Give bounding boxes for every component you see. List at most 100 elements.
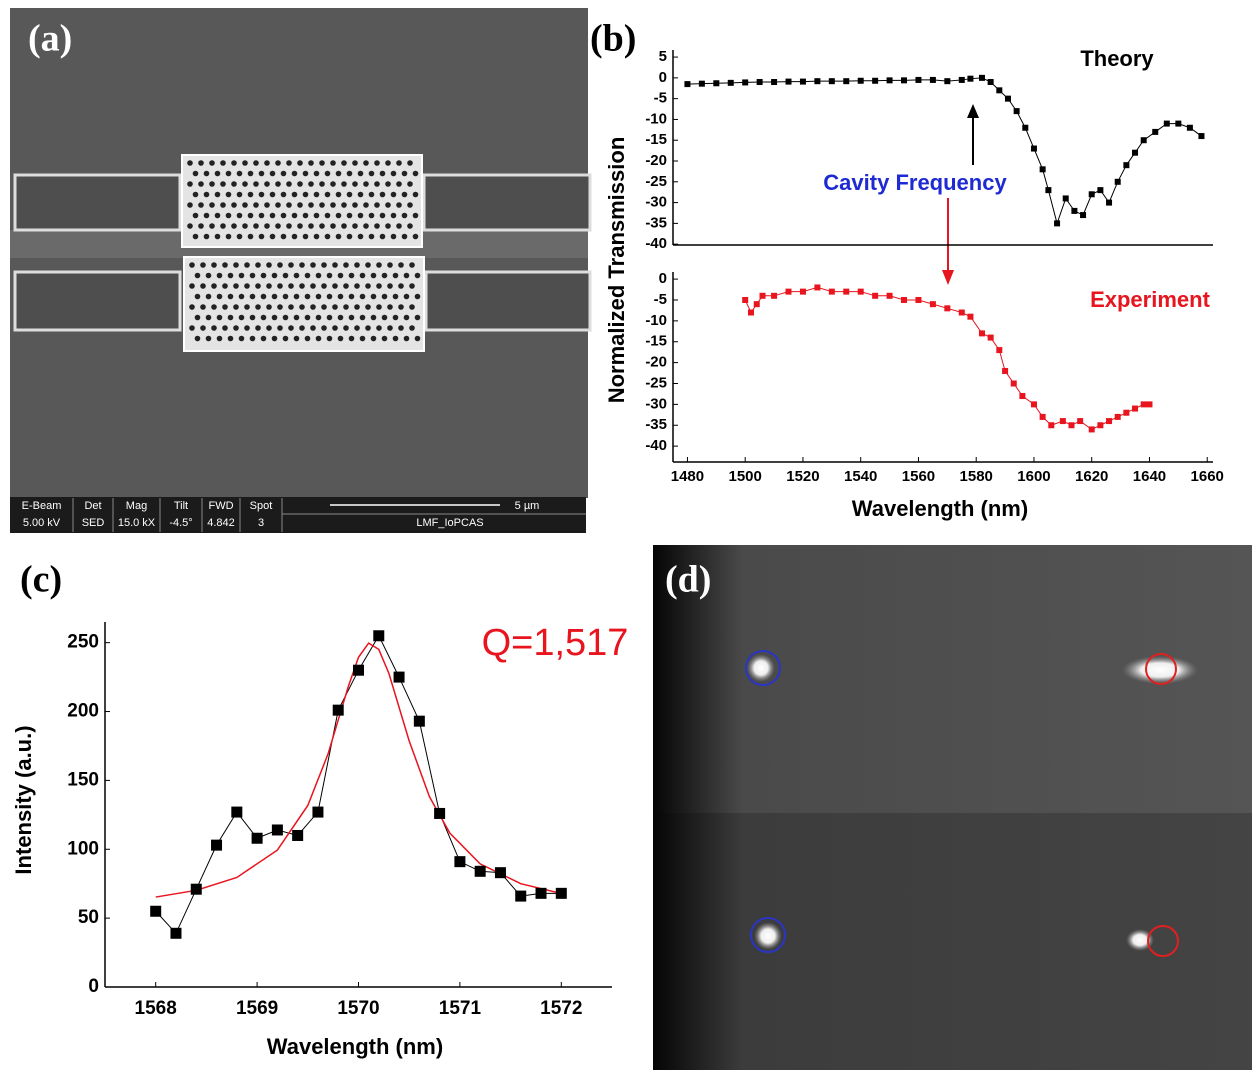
hole — [225, 170, 232, 177]
hole — [286, 202, 292, 208]
hole — [332, 304, 338, 310]
hole — [363, 160, 369, 166]
hole — [242, 202, 248, 208]
hole — [260, 335, 267, 342]
y-tick-label: -10 — [645, 110, 667, 127]
data-point — [271, 824, 283, 836]
y-tick-label: -40 — [645, 437, 667, 454]
info-value: 15.0 kX — [118, 517, 156, 529]
hole — [200, 262, 206, 268]
waveguide — [13, 270, 182, 332]
hole — [365, 304, 371, 310]
hole — [220, 160, 226, 166]
light-spot — [1122, 656, 1198, 684]
data-point — [753, 301, 760, 308]
hole — [381, 272, 388, 279]
hole — [341, 223, 347, 229]
hole — [308, 160, 314, 166]
y-tick-label: -10 — [645, 312, 667, 329]
data-point — [857, 77, 864, 84]
hole — [341, 181, 347, 187]
facility: LMF_IoPCAS — [416, 517, 483, 529]
hole — [396, 160, 402, 166]
hole — [222, 304, 228, 310]
hole — [282, 335, 289, 342]
hole — [368, 191, 375, 198]
hole — [368, 233, 375, 240]
data-point — [190, 883, 202, 895]
x-tick-label: 1640 — [1133, 468, 1166, 485]
hole — [271, 272, 278, 279]
hole — [291, 212, 298, 219]
hole — [321, 262, 327, 268]
hole — [412, 233, 419, 240]
data-point — [785, 78, 792, 85]
data-point — [1019, 393, 1026, 400]
hole — [233, 262, 239, 268]
hole — [337, 335, 344, 342]
data-point — [684, 81, 691, 88]
data-point — [978, 74, 985, 81]
hole — [357, 191, 364, 198]
hole — [211, 262, 217, 268]
data-point — [944, 78, 951, 85]
hole — [266, 325, 272, 331]
hole — [187, 160, 193, 166]
hole — [330, 181, 336, 187]
hole — [216, 293, 223, 300]
x-tick-label: 1620 — [1075, 468, 1108, 485]
data-point — [1062, 195, 1069, 202]
panel-label: (a) — [28, 18, 72, 60]
hole — [343, 262, 349, 268]
hole — [192, 191, 199, 198]
data-point — [434, 807, 446, 819]
hole — [315, 293, 322, 300]
hole — [277, 325, 283, 331]
data-point — [1030, 401, 1037, 408]
hole — [258, 170, 265, 177]
hole — [387, 325, 393, 331]
hole — [412, 170, 419, 177]
hole — [233, 283, 239, 289]
data-point — [901, 296, 908, 303]
hole — [401, 233, 408, 240]
hole — [220, 181, 226, 187]
hole — [236, 191, 243, 198]
hole — [370, 335, 377, 342]
hole — [247, 191, 254, 198]
panel-label: (d) — [665, 559, 711, 601]
hole — [390, 212, 397, 219]
data-point — [901, 77, 908, 84]
hole — [409, 283, 415, 289]
hole — [370, 314, 377, 321]
hole — [368, 170, 375, 177]
hole — [258, 212, 265, 219]
hole — [396, 202, 402, 208]
hole — [308, 223, 314, 229]
data-point — [1123, 162, 1130, 169]
hole — [258, 233, 265, 240]
y-tick-label: 150 — [67, 769, 99, 790]
hole — [231, 223, 237, 229]
data-point — [1097, 422, 1104, 429]
hole — [403, 293, 410, 300]
hole — [271, 293, 278, 300]
hole — [357, 212, 364, 219]
hole — [269, 191, 276, 198]
sem-info-bar — [10, 497, 586, 533]
hole — [264, 160, 270, 166]
hole — [403, 314, 410, 321]
hole — [244, 325, 250, 331]
hole — [220, 202, 226, 208]
hole — [381, 314, 388, 321]
data-point — [1132, 405, 1139, 412]
hole — [319, 160, 325, 166]
info-value: 3 — [258, 517, 264, 529]
hole — [205, 293, 212, 300]
hole — [401, 212, 408, 219]
data-point — [1080, 212, 1087, 219]
data-point — [1114, 413, 1121, 420]
hole — [319, 223, 325, 229]
hole — [321, 283, 327, 289]
data-point — [915, 76, 922, 83]
